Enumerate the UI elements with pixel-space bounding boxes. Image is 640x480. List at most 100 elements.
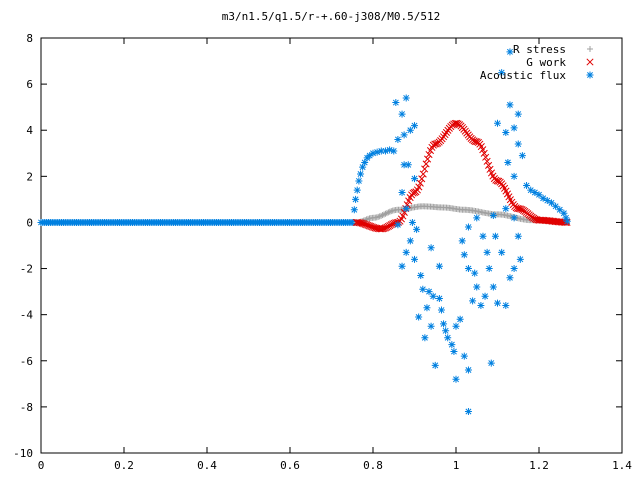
x-tick-label: 1.2: [529, 459, 549, 472]
acoustic-flux-point: [494, 299, 501, 307]
chart-title: m3/n1.5/q1.5/r-+.60-j308/M0.5/512: [222, 10, 441, 23]
acoustic-flux-point: [408, 218, 416, 226]
x-tick-label: 1: [453, 459, 460, 472]
acoustic-flux-point: [359, 163, 367, 171]
data-layer: [37, 48, 571, 415]
y-tick-label: 8: [26, 32, 33, 45]
legend-label: G work: [526, 56, 566, 69]
acoustic-flux-point: [506, 274, 514, 282]
g-work-point: [403, 201, 411, 209]
acoustic-flux-point: [502, 129, 510, 137]
acoustic-flux-point: [404, 161, 412, 169]
acoustic-flux-point: [450, 348, 458, 356]
acoustic-flux-point: [435, 295, 443, 303]
acoustic-flux-point: [452, 375, 460, 383]
g-work-point: [421, 165, 429, 173]
acoustic-flux-point: [489, 212, 497, 220]
acoustic-flux-point: [398, 110, 406, 118]
acoustic-flux-point: [411, 175, 418, 183]
r-stress-point: [386, 208, 393, 215]
g-work-point: [415, 183, 423, 191]
x-tick-label: 0.6: [280, 459, 300, 472]
acoustic-flux-point: [357, 170, 365, 178]
ticks-layer: 0 0.2 0.4 0.6 0.8 1 1.2 1.4 -10 -8 -6 -4 -2 0 2 4 6 8: [13, 32, 632, 472]
acoustic-flux-point: [456, 315, 464, 323]
acoustic-flux-point: [377, 147, 385, 155]
acoustic-flux-point: [535, 191, 543, 199]
acoustic-flux-point: [402, 205, 410, 213]
acoustic-flux-point: [563, 217, 571, 225]
acoustic-flux-point: [381, 147, 389, 155]
acoustic-flux-point: [460, 352, 468, 360]
r-stress-point: [376, 213, 383, 220]
plot-border: [40, 37, 623, 454]
acoustic-flux-point: [361, 159, 369, 166]
g-work-point: [425, 150, 433, 159]
r-stress-point: [378, 212, 385, 219]
acoustic-flux-point: [427, 322, 435, 330]
acoustic-flux-point: [353, 186, 361, 194]
acoustic-flux-point: [406, 237, 414, 245]
acoustic-flux-point: [516, 255, 524, 263]
acoustic-flux-point: [431, 361, 439, 369]
acoustic-flux-point: [560, 209, 568, 217]
acoustic-flux-point: [411, 255, 418, 263]
acoustic-flux-point: [489, 283, 497, 291]
acoustic-flux-point: [469, 297, 477, 305]
y-tick-label: -8: [20, 401, 33, 414]
acoustic-flux-point: [413, 225, 421, 233]
acoustic-flux-point: [369, 149, 377, 157]
legend-marker: [586, 58, 594, 66]
acoustic-flux-point: [423, 304, 431, 312]
acoustic-flux-point: [386, 146, 394, 154]
x-tick-label: 1.4: [612, 459, 632, 472]
legend-marker: [586, 71, 594, 79]
acoustic-flux-point: [543, 197, 551, 205]
acoustic-flux-point: [440, 320, 448, 328]
acoustic-flux-point: [523, 182, 531, 190]
acoustic-flux-point: [444, 334, 452, 342]
acoustic-flux-point: [514, 110, 522, 118]
acoustic-flux-point: [473, 283, 481, 291]
g-work-point: [416, 179, 424, 187]
acoustic-flux-point: [464, 265, 472, 273]
g-work-point: [485, 161, 493, 169]
acoustic-flux-point: [464, 366, 472, 374]
acoustic-flux-point: [421, 334, 429, 342]
r-stress-point: [382, 210, 389, 217]
y-tick-label: -4: [20, 309, 34, 322]
acoustic-flux-point: [411, 122, 418, 130]
y-tick-label: 6: [26, 78, 33, 91]
g-work-point: [418, 175, 426, 183]
acoustic-flux-point: [514, 140, 522, 148]
acoustic-flux-point: [415, 313, 423, 321]
acoustic-flux-point: [531, 188, 539, 196]
acoustic-flux-point: [556, 206, 564, 214]
acoustic-flux-point: [547, 199, 555, 207]
acoustic-flux-point: [442, 327, 450, 335]
acoustic-flux-point: [471, 269, 479, 277]
acoustic-flux-point: [506, 101, 514, 109]
acoustic-flux-point: [552, 202, 560, 210]
acoustic-flux-point: [417, 271, 425, 279]
acoustic-flux-point: [427, 244, 435, 252]
acoustic-flux-point: [355, 177, 363, 185]
g-work-point: [480, 149, 488, 157]
x-tick-label: 0.2: [114, 459, 134, 472]
legend-label: R stress: [513, 43, 566, 56]
acoustic-flux-point: [494, 119, 501, 127]
plot-frame-layer: [40, 37, 623, 454]
acoustic-flux-point: [464, 223, 472, 231]
acoustic-flux-point: [502, 205, 510, 213]
acoustic-flux-point: [398, 262, 406, 270]
x-tick-label: 0.4: [197, 459, 217, 472]
y-tick-label: 0: [26, 216, 33, 229]
acoustic-flux-point: [514, 232, 522, 240]
acoustic-flux-point: [366, 152, 374, 160]
acoustic-flux-point: [487, 359, 495, 367]
acoustic-flux-point: [390, 147, 398, 155]
r-stress-point: [383, 210, 390, 217]
